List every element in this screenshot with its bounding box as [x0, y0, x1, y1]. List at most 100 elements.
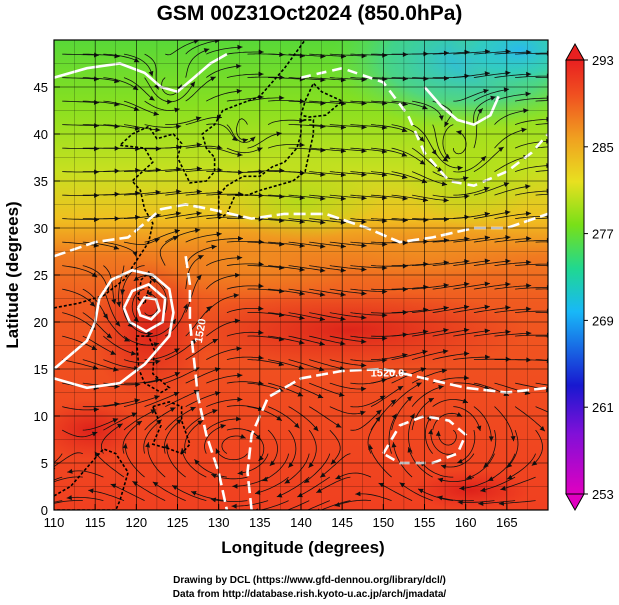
- streamline-arrow: [117, 423, 123, 429]
- streamline: [350, 409, 382, 431]
- streamline: [473, 236, 511, 243]
- streamline-arrow: [212, 408, 218, 414]
- streamline: [226, 285, 264, 290]
- streamline: [494, 155, 529, 172]
- streamline-arrow: [545, 387, 548, 393]
- streamline: [391, 147, 426, 165]
- streamline: [288, 100, 326, 104]
- streamline: [226, 51, 264, 55]
- streamline-arrow: [155, 127, 161, 133]
- streamline: [62, 406, 99, 411]
- streamline-arrow: [438, 115, 444, 121]
- streamline: [185, 392, 221, 407]
- streamline-arrow: [476, 425, 482, 431]
- streamline: [254, 476, 289, 494]
- streamline: [494, 212, 532, 219]
- streamline: [514, 140, 548, 149]
- streamline-arrow: [242, 138, 248, 144]
- streamline: [206, 294, 239, 313]
- streamline-arrow: [422, 329, 429, 335]
- streamline-arrow: [190, 406, 196, 412]
- colorbar-tick-label: 253: [592, 487, 614, 502]
- streamline: [432, 352, 470, 360]
- streamline: [247, 406, 283, 422]
- streamline: [103, 399, 140, 407]
- streamline-arrow: [416, 382, 422, 388]
- streamline-arrow: [401, 174, 408, 180]
- streamline-arrow: [463, 304, 470, 310]
- streamline: [288, 312, 326, 321]
- streamline-arrow: [361, 314, 367, 320]
- streamline-arrow: [210, 497, 217, 503]
- y-axis: 0 5 10 15 20 25 30 35 40 45: [34, 80, 60, 518]
- streamline: [494, 308, 532, 313]
- x-tick-label: 110: [44, 515, 65, 530]
- streamline: [247, 132, 282, 149]
- streamline: [355, 493, 392, 501]
- streamline: [309, 218, 346, 224]
- streamline: [185, 233, 222, 243]
- streamline: [184, 420, 204, 454]
- streamline: [185, 40, 221, 55]
- streamline-arrow: [110, 350, 116, 355]
- streamline: [103, 265, 116, 305]
- streamline-arrow: [120, 289, 126, 295]
- streamline: [226, 356, 264, 360]
- streamline: [247, 97, 285, 102]
- streamline-arrow: [428, 398, 434, 403]
- streamline-arrow: [33, 474, 39, 479]
- streamline: [411, 385, 444, 407]
- streamline: [453, 260, 490, 266]
- streamline: [268, 335, 305, 344]
- streamline: [62, 194, 100, 196]
- streamline: [206, 374, 243, 384]
- streamline-arrow: [335, 422, 342, 428]
- streamline-arrow: [151, 278, 157, 284]
- streamline-arrow: [503, 182, 510, 187]
- streamline: [411, 369, 448, 384]
- coastline-taiwan: [137, 270, 153, 306]
- streamline: [370, 265, 408, 267]
- streamline: [412, 100, 443, 121]
- streamline: [432, 194, 470, 198]
- streamline: [236, 118, 249, 141]
- x-tick-label: 135: [249, 515, 271, 530]
- streamline-arrow: [191, 338, 198, 345]
- streamline: [288, 265, 326, 272]
- height-contour: [122, 282, 167, 333]
- streamline: [62, 335, 98, 351]
- streamline: [206, 65, 242, 78]
- streamline: [185, 214, 223, 219]
- streamline: [226, 263, 264, 266]
- streamline: [309, 335, 346, 345]
- streamline: [185, 116, 222, 125]
- streamline-arrow: [237, 372, 243, 378]
- streamline: [378, 482, 413, 501]
- streamline: [453, 306, 490, 313]
- streamline-arrow: [155, 146, 161, 152]
- streamline-arrow: [191, 490, 197, 496]
- streamline-arrow: [422, 349, 428, 355]
- streamline: [247, 335, 285, 341]
- streamline-arrow: [284, 478, 291, 484]
- streamline: [247, 382, 284, 392]
- streamline-arrow: [149, 95, 155, 101]
- streamline: [473, 406, 492, 442]
- streamline-arrow: [153, 111, 159, 116]
- streamline: [288, 429, 297, 468]
- coastline-luzon: [135, 335, 171, 394]
- x-tick-label: 125: [167, 515, 189, 530]
- streamline-arrow: [488, 436, 494, 442]
- streamline: [453, 50, 491, 55]
- x-tick-label: 160: [455, 515, 477, 530]
- streamline: [478, 500, 516, 505]
- streamline: [309, 194, 347, 200]
- streamline: [103, 216, 141, 219]
- streamline: [82, 100, 120, 106]
- streamline-arrow: [319, 291, 326, 297]
- streamline: [350, 218, 388, 222]
- streamline-arrow: [355, 491, 361, 497]
- streamline-arrow: [236, 346, 242, 352]
- streamline-arrow: [174, 229, 180, 234]
- streamline: [143, 419, 162, 454]
